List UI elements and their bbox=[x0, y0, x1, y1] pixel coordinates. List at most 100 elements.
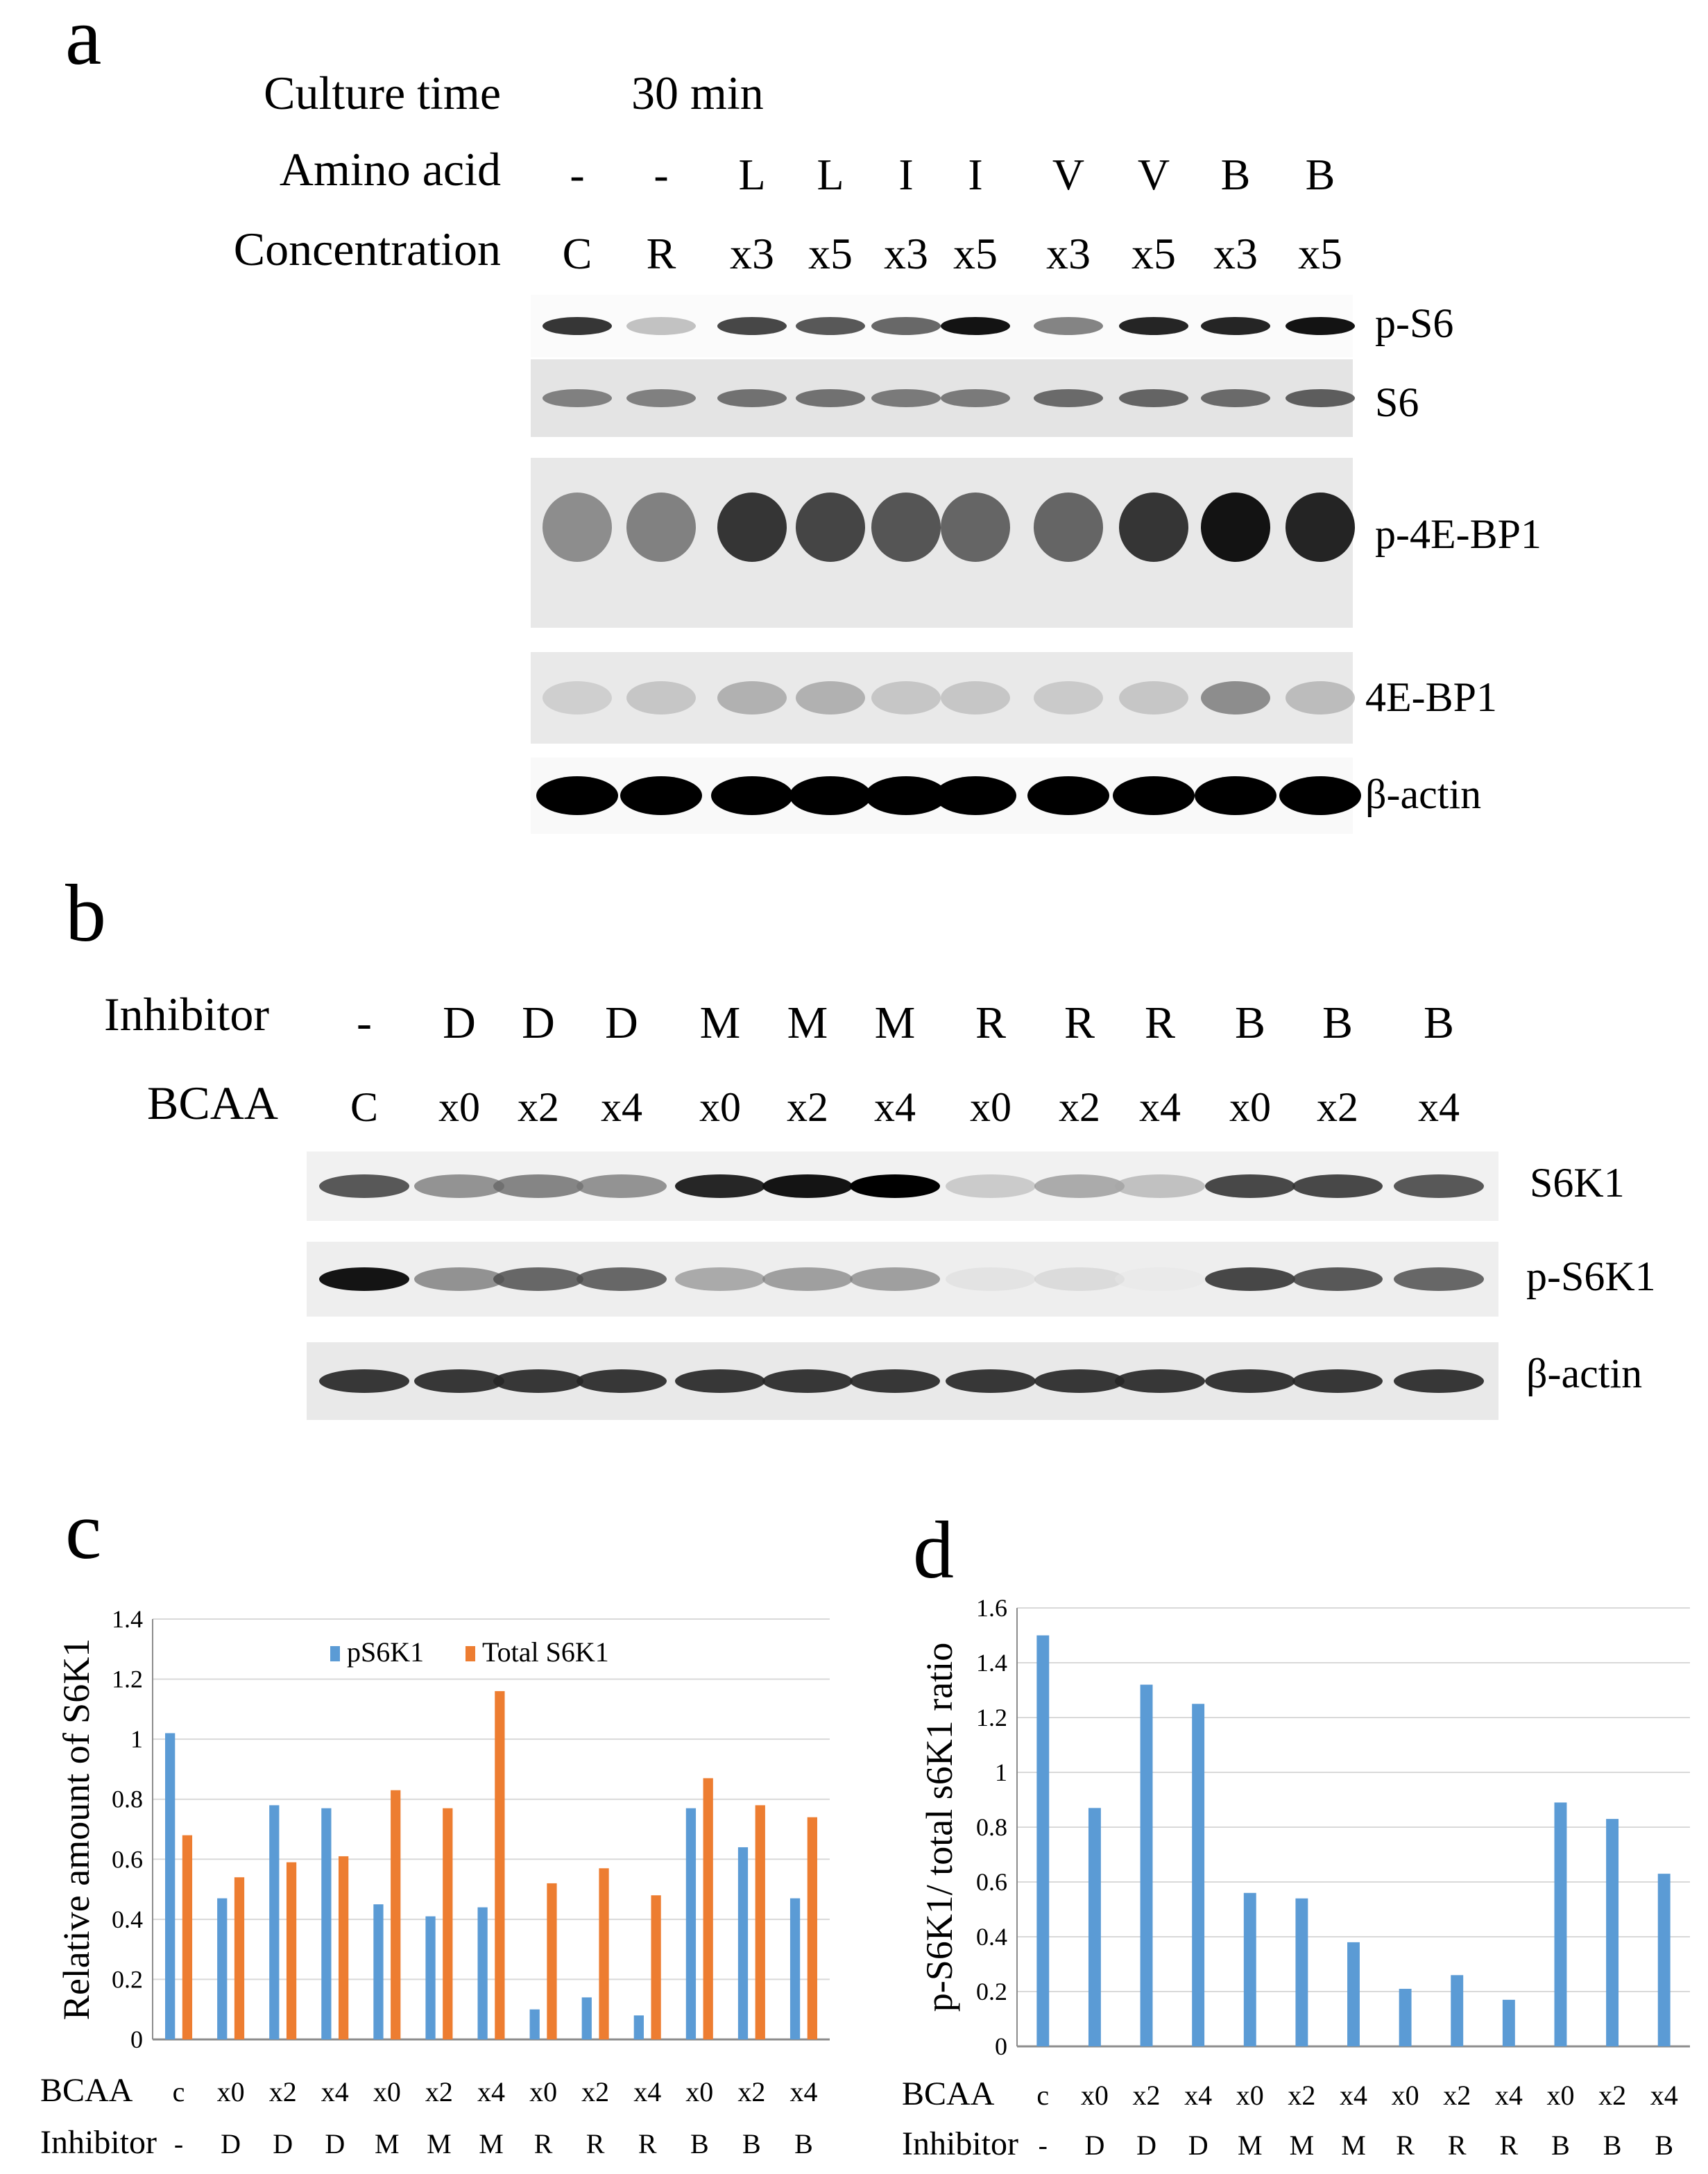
concentration-lane-1: C bbox=[562, 229, 592, 278]
x-inhibitor-label: - bbox=[174, 2128, 183, 2159]
x-category-label: x4 bbox=[1650, 2080, 1678, 2111]
x-inhibitor-label: D bbox=[221, 2128, 241, 2159]
band bbox=[871, 317, 941, 335]
bcaa-lane-6: x2 bbox=[787, 1084, 828, 1130]
blot-strip-b-3 bbox=[307, 1342, 1498, 1420]
x-inhibitor-label: - bbox=[1039, 2130, 1048, 2161]
band bbox=[941, 681, 1010, 714]
blot-label-b-1: S6K1 bbox=[1530, 1160, 1625, 1206]
blot-label-b-3: β-actin bbox=[1526, 1351, 1643, 1396]
x-inhibitor-label: B bbox=[742, 2128, 761, 2159]
x-category-label: x0 bbox=[1081, 2080, 1109, 2111]
amino-acid-lane-3: L bbox=[738, 150, 766, 199]
blot-strip-1 bbox=[531, 295, 1355, 357]
band bbox=[543, 493, 612, 562]
x-category-label: x0 bbox=[373, 2076, 401, 2107]
bar-ps6k1-2 bbox=[217, 1898, 228, 2039]
band bbox=[493, 1267, 583, 1291]
band bbox=[1115, 1267, 1205, 1291]
band bbox=[934, 776, 1016, 815]
band bbox=[762, 1267, 853, 1291]
panel-a-letter: a bbox=[65, 0, 102, 82]
inhibitor-lane-3: D bbox=[522, 998, 555, 1048]
band bbox=[789, 776, 871, 815]
bar-ratio-8 bbox=[1399, 1989, 1412, 2046]
concentration-lane-5: x3 bbox=[884, 229, 928, 278]
y-tick-label: 0 bbox=[995, 2032, 1007, 2060]
inhibitor-lane-12: B bbox=[1322, 998, 1353, 1048]
x-inhibitor-label: M bbox=[375, 2128, 400, 2159]
amino-acid-lane-9: B bbox=[1220, 150, 1251, 199]
y-tick-label: 1.4 bbox=[976, 1649, 1007, 1677]
bar-ps6k1-11 bbox=[685, 1808, 697, 2039]
bar-total-s6k1-4 bbox=[339, 1856, 349, 2039]
band bbox=[620, 776, 702, 815]
y-tick-label: 1.6 bbox=[976, 1594, 1007, 1622]
amino-acid-lane-4: L bbox=[817, 150, 844, 199]
band bbox=[1034, 1174, 1125, 1198]
band bbox=[319, 1174, 409, 1198]
band bbox=[1201, 389, 1270, 407]
band bbox=[1394, 1174, 1484, 1198]
row-label-inhibitor: Inhibitor bbox=[40, 2124, 157, 2161]
x-category-label: x4 bbox=[1495, 2080, 1523, 2111]
band bbox=[1195, 776, 1276, 815]
chart-c: 0 0.2 0.4 0.6 0.8 1 1.2 1.4 BCAA Inhibitor c - x0 Dx2… bbox=[40, 1605, 830, 2161]
band bbox=[871, 389, 941, 407]
concentration-lane-3: x3 bbox=[730, 229, 774, 278]
y-axis-title: Relative amount of S6K1 bbox=[55, 1638, 97, 2020]
bar-total-s6k1-5 bbox=[391, 1790, 401, 2039]
row-label-bcaa: BCAA bbox=[40, 2072, 133, 2109]
x-inhibitor-label: D bbox=[1084, 2130, 1104, 2161]
bar-ps6k1-1 bbox=[165, 1733, 176, 2039]
x-inhibitor-label: M bbox=[1238, 2130, 1263, 2161]
band bbox=[1034, 1267, 1125, 1291]
inhibitor-lane-9: R bbox=[1064, 998, 1095, 1048]
band bbox=[941, 389, 1010, 407]
x-inhibitor-label: D bbox=[273, 2128, 293, 2159]
bcaa-lane-3: x2 bbox=[518, 1084, 559, 1130]
x-category-label: c bbox=[1036, 2080, 1049, 2111]
band bbox=[946, 1267, 1036, 1291]
y-axis-title: p-S6K1/ total s6K1 ratio bbox=[919, 1643, 960, 2012]
band bbox=[871, 681, 941, 714]
bar-ratio-7 bbox=[1347, 1942, 1360, 2046]
bar-total-s6k1-2 bbox=[234, 1877, 245, 2039]
bar-total-s6k1-1 bbox=[182, 1835, 193, 2039]
bar-ps6k1-6 bbox=[425, 1916, 436, 2039]
band bbox=[1115, 1369, 1205, 1393]
x-inhibitor-label: R bbox=[1396, 2130, 1415, 2161]
blot-label-2: S6 bbox=[1375, 379, 1419, 425]
bar-total-s6k1-10 bbox=[651, 1895, 661, 2039]
bcaa-lane-5: x0 bbox=[699, 1084, 741, 1130]
x-category-label: x4 bbox=[321, 2076, 349, 2107]
y-tick-label: 1.4 bbox=[112, 1605, 143, 1633]
legend-swatch-1 bbox=[330, 1646, 340, 1661]
band bbox=[577, 1174, 667, 1198]
band bbox=[414, 1267, 504, 1291]
x-category-label: x4 bbox=[633, 2076, 661, 2107]
bar-ps6k1-12 bbox=[737, 1847, 749, 2039]
bar-ratio-2 bbox=[1088, 1808, 1101, 2046]
band bbox=[626, 681, 696, 714]
culture-time-value: 30 min bbox=[631, 67, 764, 119]
bar-total-s6k1-9 bbox=[599, 1868, 609, 2039]
legend-label-2: Total S6K1 bbox=[482, 1636, 609, 1668]
band bbox=[493, 1369, 583, 1393]
x-inhibitor-label: D bbox=[1136, 2130, 1156, 2161]
bar-ps6k1-7 bbox=[477, 1907, 488, 2039]
x-inhibitor-label: M bbox=[1341, 2130, 1366, 2161]
concentration-lane-10: x5 bbox=[1298, 229, 1342, 278]
band bbox=[1119, 493, 1188, 562]
x-inhibitor-label: D bbox=[325, 2128, 345, 2159]
band bbox=[1034, 1369, 1125, 1393]
inhibitor-lane-10: R bbox=[1144, 998, 1176, 1048]
band bbox=[1113, 776, 1195, 815]
amino-acid-label: Amino acid bbox=[279, 143, 501, 196]
y-tick-label: 1.2 bbox=[112, 1666, 143, 1693]
bar-total-s6k1-8 bbox=[547, 1883, 557, 2039]
x-category-label: c bbox=[173, 2076, 185, 2107]
bar-ratio-5 bbox=[1243, 1892, 1256, 2046]
concentration-lane-2: R bbox=[646, 229, 676, 278]
band bbox=[762, 1174, 853, 1198]
